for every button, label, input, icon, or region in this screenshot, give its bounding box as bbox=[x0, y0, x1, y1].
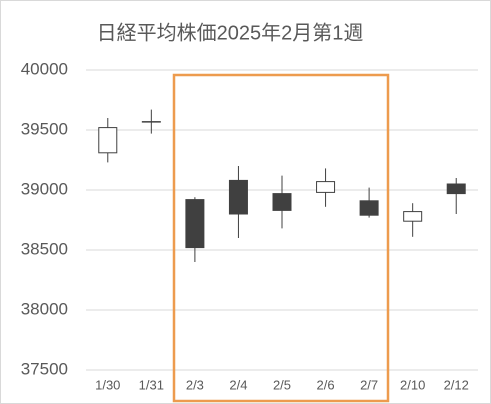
candle-body bbox=[98, 127, 118, 154]
y-tick-label: 38000 bbox=[21, 299, 68, 318]
candle-body bbox=[316, 181, 336, 193]
chart-title: 日経平均株価2025年2月第1週 bbox=[97, 21, 364, 44]
candle-body bbox=[228, 179, 248, 215]
highlight-box bbox=[172, 73, 390, 403]
candle-body bbox=[185, 199, 205, 249]
x-tick-label: 2/5 bbox=[273, 377, 291, 392]
x-tick-label: 2/6 bbox=[317, 377, 335, 392]
y-tick-label: 38500 bbox=[21, 239, 68, 258]
candle-body bbox=[446, 183, 466, 195]
x-tick-label: 2/3 bbox=[186, 377, 204, 392]
candle-body bbox=[141, 121, 161, 123]
y-tick-label: 39500 bbox=[21, 119, 68, 138]
y-tick-label: 39000 bbox=[21, 179, 68, 198]
x-tick-label: 1/31 bbox=[139, 377, 164, 392]
x-tick-label: 2/4 bbox=[229, 377, 247, 392]
candle-body bbox=[403, 211, 423, 222]
x-tick-label: 2/12 bbox=[444, 377, 469, 392]
candle-body bbox=[359, 200, 379, 216]
y-tick-label: 40000 bbox=[21, 59, 68, 78]
x-tick-label: 2/10 bbox=[400, 377, 425, 392]
candle-body bbox=[272, 193, 292, 211]
x-tick-label: 2/7 bbox=[360, 377, 378, 392]
y-tick-label: 37500 bbox=[21, 359, 68, 378]
x-tick-label: 1/30 bbox=[95, 377, 120, 392]
plot-area: 37500 38000 38500 39000 39500 40000 1/30 1/31 2/… bbox=[21, 59, 478, 392]
